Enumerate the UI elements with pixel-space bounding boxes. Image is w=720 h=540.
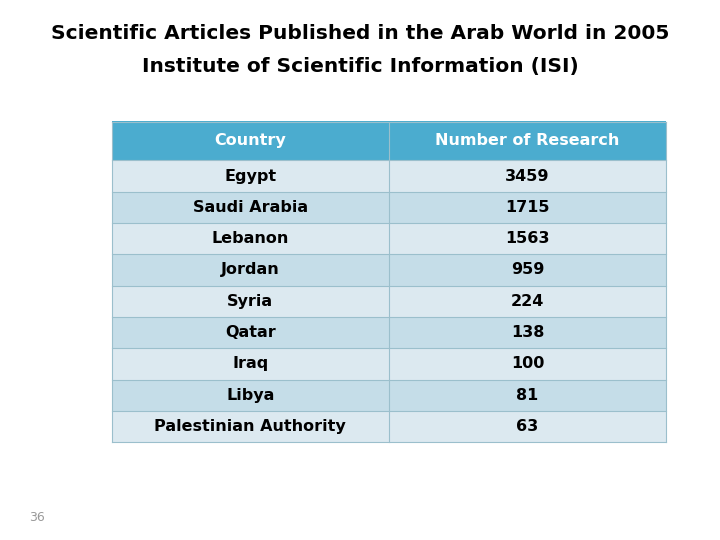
Text: Jordan: Jordan [221, 262, 279, 278]
Text: Scientific Articles Published in the Arab World in 2005: Scientific Articles Published in the Ara… [51, 24, 669, 43]
Text: 3459: 3459 [505, 168, 549, 184]
Text: 138: 138 [510, 325, 544, 340]
Text: 63: 63 [516, 419, 539, 434]
Text: 100: 100 [510, 356, 544, 372]
Text: Egypt: Egypt [224, 168, 276, 184]
Text: 1563: 1563 [505, 231, 549, 246]
Text: 1715: 1715 [505, 200, 549, 215]
Text: Qatar: Qatar [225, 325, 276, 340]
Text: Palestinian Authority: Palestinian Authority [154, 419, 346, 434]
Text: Country: Country [215, 133, 286, 148]
Text: Libya: Libya [226, 388, 274, 403]
Text: 36: 36 [29, 511, 45, 524]
Text: Institute of Scientific Information (ISI): Institute of Scientific Information (ISI… [142, 57, 578, 76]
Text: Lebanon: Lebanon [212, 231, 289, 246]
Text: Syria: Syria [227, 294, 274, 309]
Text: Saudi Arabia: Saudi Arabia [193, 200, 307, 215]
Text: Iraq: Iraq [232, 356, 269, 372]
Text: 224: 224 [510, 294, 544, 309]
Text: 959: 959 [510, 262, 544, 278]
Text: 81: 81 [516, 388, 539, 403]
Text: Number of Research: Number of Research [435, 133, 620, 148]
